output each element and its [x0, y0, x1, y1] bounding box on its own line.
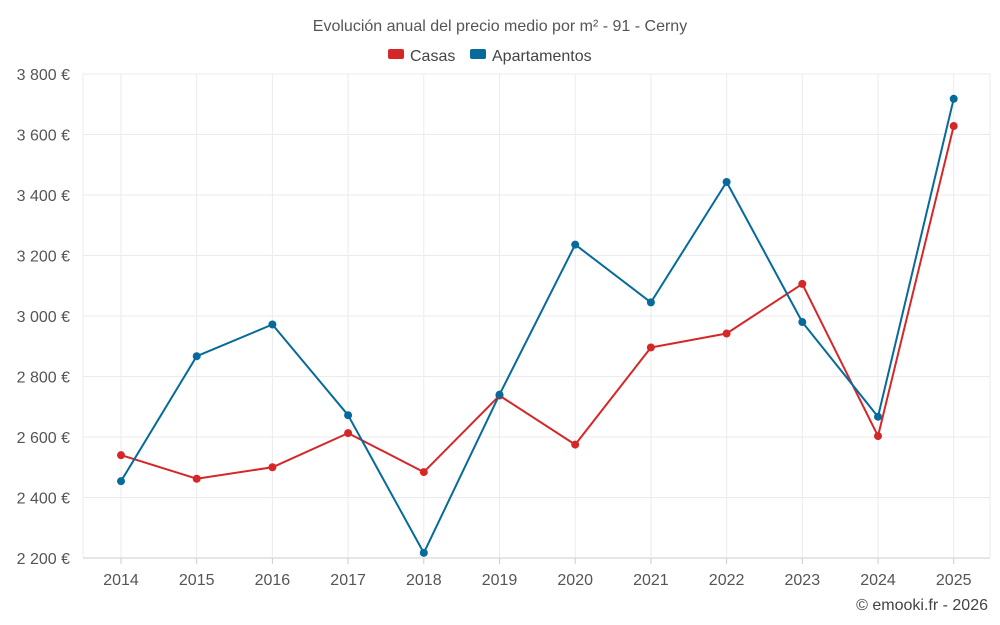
- x-tick-label: 2022: [709, 572, 745, 589]
- y-tick-label: 3 200 €: [17, 249, 70, 266]
- x-tick-label: 2015: [179, 572, 215, 589]
- point-casas-2015: [192, 474, 201, 483]
- point-apartamentos-2022: [722, 177, 731, 186]
- credit-text: © emooki.fr - 2026: [856, 597, 988, 614]
- x-axis: 2014 2015 2016 2017 2018 2019 2020 2021 2022 2023…: [103, 558, 972, 589]
- chart-title: Evolución anual del precio medio por m² …: [313, 18, 687, 35]
- chart-legend: Casas Apartamentos: [388, 48, 592, 65]
- point-apartamentos-2019: [495, 390, 504, 399]
- y-tick-label: 2 800 €: [17, 370, 70, 387]
- x-tick-label: 2016: [255, 572, 291, 589]
- legend-label-apartamentos: Apartamentos: [492, 48, 592, 65]
- legend-swatch-casas: [388, 49, 404, 59]
- x-tick-label: 2020: [557, 572, 593, 589]
- point-apartamentos-2024: [874, 412, 882, 421]
- y-axis: 2 200 € 2 400 € 2 600 € 2 800 € 3 000 € 3 200…: [17, 67, 70, 568]
- point-apartamentos-2020: [571, 240, 580, 249]
- legend-swatch-apartamentos: [470, 49, 486, 59]
- point-apartamentos-2014: [117, 477, 125, 486]
- x-tick-label: 2025: [936, 572, 972, 589]
- point-casas-2025: [949, 122, 958, 131]
- grid-lines: [82, 73, 991, 559]
- x-tick-label: 2018: [406, 572, 442, 589]
- point-casas-2020: [571, 440, 580, 449]
- point-casas-2017: [344, 429, 353, 438]
- point-casas-2014: [117, 451, 125, 460]
- point-casas-2018: [419, 468, 428, 477]
- y-tick-label: 2 600 €: [17, 430, 70, 447]
- y-tick-label: 2 200 €: [17, 551, 70, 568]
- series-line-apartamentos: [120, 98, 955, 554]
- point-casas-2024: [874, 432, 882, 441]
- series-line-casas: [120, 125, 955, 480]
- x-tick-label: 2021: [633, 572, 669, 589]
- y-tick-label: 3 000 €: [17, 309, 70, 326]
- y-tick-label: 3 400 €: [17, 188, 70, 205]
- point-apartamentos-2017: [344, 411, 353, 420]
- series-points: [117, 94, 958, 557]
- point-casas-2016: [268, 463, 277, 472]
- x-tick-label: 2024: [860, 572, 896, 589]
- point-casas-2021: [646, 343, 655, 352]
- point-apartamentos-2025: [949, 94, 958, 103]
- point-apartamentos-2018: [419, 548, 428, 557]
- series-lines: [120, 98, 955, 554]
- point-apartamentos-2016: [268, 320, 277, 329]
- point-casas-2023: [798, 279, 807, 288]
- x-tick-label: 2019: [482, 572, 518, 589]
- legend-label-casas: Casas: [410, 48, 455, 65]
- point-casas-2022: [722, 329, 731, 338]
- y-tick-label: 3 800 €: [17, 67, 70, 84]
- point-apartamentos-2021: [646, 298, 655, 307]
- y-tick-label: 3 600 €: [17, 128, 70, 145]
- x-tick-label: 2014: [103, 572, 139, 589]
- x-tick-label: 2017: [330, 572, 366, 589]
- y-tick-label: 2 400 €: [17, 491, 70, 508]
- x-tick-label: 2023: [785, 572, 821, 589]
- point-apartamentos-2015: [192, 352, 201, 361]
- point-apartamentos-2023: [798, 318, 807, 327]
